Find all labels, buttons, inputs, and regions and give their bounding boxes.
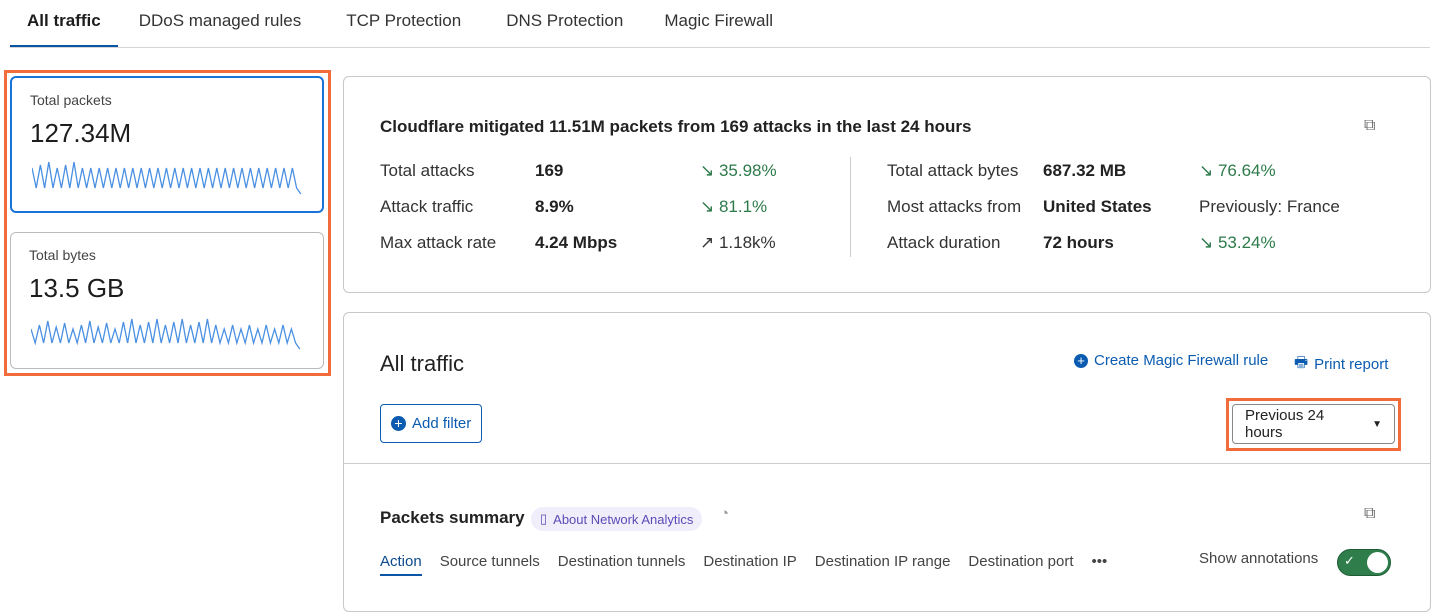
tab-bar: All traffic DDoS managed rules TCP Prote…	[10, 0, 1430, 48]
subtab-destination-ip-range[interactable]: Destination IP range	[814, 553, 951, 570]
card-total-packets[interactable]: Total packets 127.34M	[10, 76, 324, 213]
plus-circle-icon: +	[391, 416, 406, 431]
stat-value: 169	[535, 161, 564, 180]
stat-change: ↘ 35.98%	[700, 161, 777, 181]
print-report-link[interactable]: 🖶 Print report	[1294, 352, 1388, 377]
card-label: Total packets	[30, 92, 112, 108]
sparkline-line	[31, 318, 301, 350]
trend-down-icon: ↘	[1199, 233, 1218, 252]
show-annotations-label: Show annotations	[1199, 550, 1319, 567]
subtab-destination-tunnels[interactable]: Destination tunnels	[557, 553, 686, 570]
add-filter-button[interactable]: + Add filter	[380, 404, 483, 443]
dropdown-value: Previous 24 hours	[1245, 407, 1325, 441]
stat-value: 687.32 MB	[1043, 161, 1127, 180]
change-value: 35.98%	[718, 161, 777, 180]
button-label: Add filter	[412, 415, 472, 432]
create-firewall-rule-link[interactable]: + Create Magic Firewall rule	[1074, 352, 1268, 369]
stat-change: ↗ 1.18k%	[700, 233, 776, 253]
attack-summary-panel: Cloudflare mitigated 11.51M packets from…	[343, 76, 1431, 293]
stat-value: United States	[1043, 197, 1152, 216]
toggle-knob	[1367, 552, 1388, 573]
trend-down-icon: ↘	[700, 197, 719, 216]
subtab-destination-port[interactable]: Destination port	[968, 553, 1074, 570]
card-label: Total bytes	[29, 247, 96, 263]
sparkline-packets	[32, 161, 302, 195]
pie-chart-icon[interactable]: ◔	[720, 505, 730, 522]
badge-label: About Network Analytics	[553, 511, 694, 527]
stat-value: 4.24 Mbps	[535, 233, 618, 252]
summary-headline: Cloudflare mitigated 11.51M packets from…	[380, 117, 972, 136]
stat-label: Attack traffic	[380, 197, 474, 216]
about-network-analytics-badge[interactable]: ▯ About Network Analytics	[531, 507, 703, 531]
change-value: 76.64%	[1217, 161, 1276, 180]
show-annotations-toggle[interactable]: ✓	[1337, 549, 1391, 576]
stat-label: Total attacks	[380, 161, 475, 180]
stat-change: ↘ 76.64%	[1199, 161, 1276, 181]
tab-tcp-protection[interactable]: TCP Protection	[346, 11, 462, 30]
packets-subtab-bar: Action Source tunnels Destination tunnels D…	[380, 553, 1107, 576]
tab-all-traffic[interactable]: All traffic	[10, 0, 118, 47]
stat-label: Attack duration	[887, 233, 1001, 252]
link-label: Create Magic Firewall rule	[1094, 352, 1269, 369]
subtab-source-tunnels[interactable]: Source tunnels	[439, 553, 540, 570]
change-value: 1.18k%	[718, 233, 776, 252]
stat-label: Total attack bytes	[887, 161, 1019, 180]
change-value: 81.1%	[718, 197, 768, 216]
stat-value: 72 hours	[1043, 233, 1114, 252]
time-range-dropdown[interactable]: Previous 24 hours ▼	[1232, 404, 1395, 444]
sparkline-bytes	[31, 318, 301, 350]
printer-icon: 🖶	[1294, 354, 1309, 371]
trend-down-icon: ↘	[700, 161, 719, 180]
stat-label: Most attacks from	[887, 197, 1022, 216]
divider	[850, 157, 851, 257]
card-total-bytes[interactable]: Total bytes 13.5 GB	[10, 232, 324, 369]
sparkline-line	[32, 161, 302, 195]
change-value: 53.24%	[1217, 233, 1276, 252]
tab-ddos-managed-rules[interactable]: DDoS managed rules	[138, 11, 302, 30]
card-value: 127.34M	[30, 118, 132, 148]
check-icon: ✓	[1344, 553, 1355, 568]
section-title: All traffic	[380, 351, 464, 376]
packets-summary-title: Packets summary	[380, 508, 525, 527]
link-label: Print report	[1314, 356, 1389, 373]
stat-value: 8.9%	[535, 197, 574, 216]
subtab-action[interactable]: Action	[380, 553, 422, 576]
book-icon: ▯	[540, 511, 548, 526]
all-traffic-panel: All traffic + Create Magic Firewall rule …	[343, 312, 1431, 612]
stat-change: ↘ 53.24%	[1199, 233, 1276, 253]
tab-dns-protection[interactable]: DNS Protection	[506, 11, 624, 30]
trend-down-icon: ↘	[1199, 161, 1218, 180]
caret-down-icon: ▼	[1372, 418, 1382, 430]
stat-label: Max attack rate	[380, 233, 497, 252]
plus-circle-icon: +	[1074, 353, 1088, 368]
copy-icon[interactable]: ⧉	[1364, 505, 1376, 522]
subtab-destination-ip[interactable]: Destination IP	[703, 553, 797, 570]
stat-change: ↘ 81.1%	[700, 197, 767, 217]
highlight-box	[1226, 398, 1401, 451]
divider	[344, 463, 1430, 464]
change-value: Previously: France	[1199, 197, 1340, 216]
stat-change: Previously: France	[1199, 197, 1340, 217]
card-value: 13.5 GB	[29, 273, 125, 303]
more-icon[interactable]: •••	[1091, 553, 1108, 570]
trend-up-icon: ↗	[700, 233, 719, 252]
tab-magic-firewall[interactable]: Magic Firewall	[664, 11, 773, 30]
highlight-box	[4, 70, 331, 376]
copy-icon[interactable]: ⧉	[1364, 117, 1376, 134]
